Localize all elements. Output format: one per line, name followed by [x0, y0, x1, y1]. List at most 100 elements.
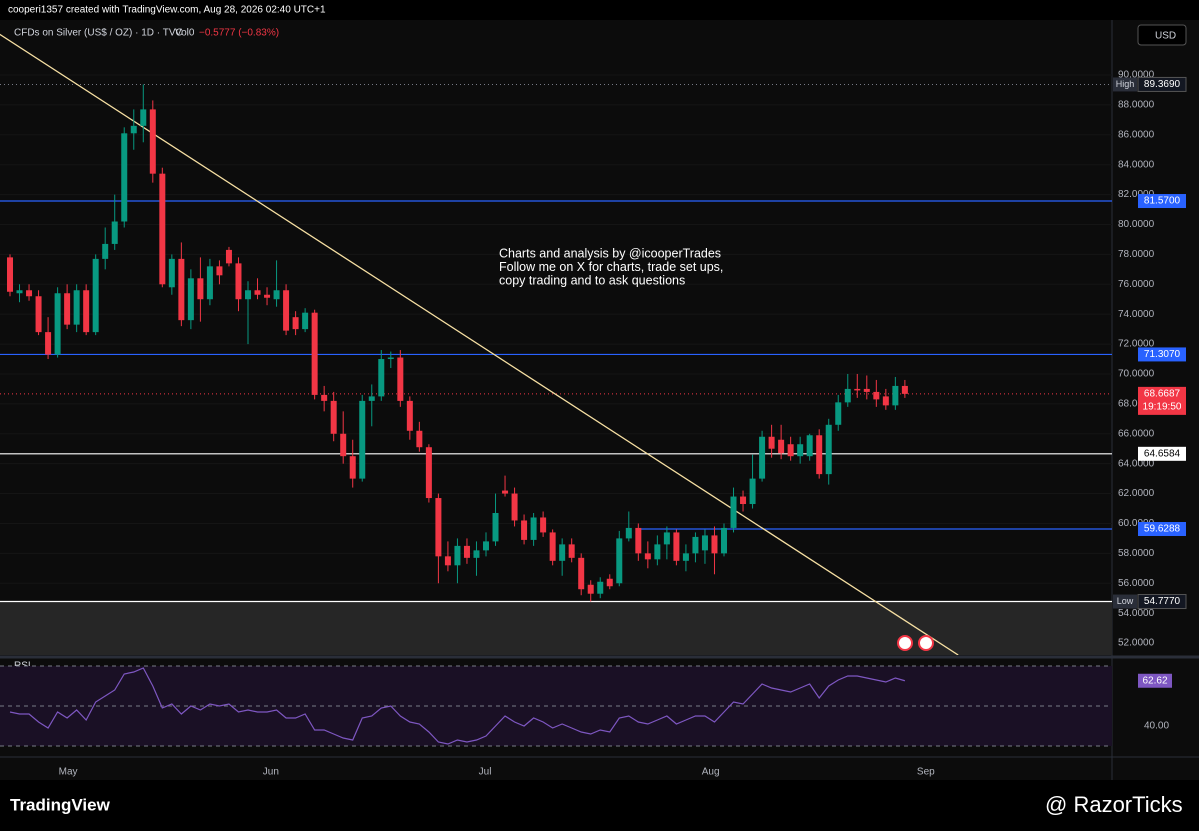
candle-body	[321, 394, 328, 401]
candle-body	[844, 388, 851, 403]
candle-body	[749, 478, 756, 505]
candle-body	[416, 430, 423, 448]
x-tick-label: Aug	[702, 767, 720, 778]
candle-body	[130, 125, 137, 134]
y-tick-label: 56.0000	[1118, 578, 1155, 589]
rsi-value: 62.62	[1142, 675, 1167, 686]
candle-body	[444, 556, 451, 566]
candle-body	[587, 584, 594, 594]
events	[897, 635, 934, 651]
candle-body	[349, 456, 356, 479]
candle-body	[45, 332, 52, 355]
y-tick-label: 86.0000	[1118, 129, 1155, 140]
candle-body	[863, 388, 870, 392]
candle-body	[559, 544, 566, 561]
level-box	[1137, 76, 1187, 92]
candle-body	[692, 536, 699, 554]
rsi-value-box	[1138, 673, 1172, 688]
level-box	[1138, 446, 1186, 461]
y-tick-label: 88.0000	[1118, 100, 1155, 111]
candle-body	[64, 293, 71, 325]
y-tick-label: 74.0000	[1118, 309, 1155, 320]
candle-body	[597, 581, 604, 594]
candle-body	[140, 109, 147, 126]
x-tick-label: Sep	[917, 767, 935, 778]
y-tick-label: 52.0000	[1118, 638, 1155, 649]
candle-body	[330, 400, 337, 434]
currency-box[interactable]	[1137, 24, 1187, 46]
change: −0.5777 (−0.83%)	[199, 28, 279, 39]
volume: Vol0	[175, 28, 195, 39]
level-name: High	[1116, 79, 1135, 89]
candle-body	[397, 357, 404, 401]
x-tick-label: May	[59, 767, 78, 778]
candle-body	[682, 553, 689, 561]
price-pane	[0, 33, 1112, 655]
candle-body	[283, 290, 290, 331]
candle-body	[26, 290, 33, 297]
level-label: 81.5700	[1144, 196, 1181, 207]
y-tick-label: 84.0000	[1118, 159, 1155, 170]
candle-body	[406, 400, 413, 431]
candle-body	[673, 532, 680, 561]
level-label: 71.3070	[1144, 349, 1181, 360]
candle-body	[873, 391, 880, 400]
candle-body	[549, 532, 556, 561]
candle-body	[73, 290, 80, 325]
x-tick-label: Jun	[263, 767, 279, 778]
candle-body	[302, 312, 309, 330]
candle-body	[463, 545, 470, 558]
candle-body	[492, 512, 499, 542]
candle-body	[454, 545, 461, 566]
candle-body	[835, 402, 842, 425]
level-box	[1138, 522, 1186, 537]
candle-body	[816, 435, 823, 475]
level-box	[1138, 386, 1186, 415]
candle-body	[311, 312, 318, 395]
tv-logo: TradingView	[10, 795, 111, 814]
x-tick-label: Jul	[479, 767, 492, 778]
candle-body	[216, 266, 223, 276]
event-icon[interactable]	[918, 635, 934, 651]
candle-body	[540, 517, 547, 533]
candle-body	[149, 109, 156, 174]
candle-body	[768, 436, 775, 449]
candle-body	[7, 257, 13, 292]
candle-body	[901, 385, 908, 394]
candle-body	[206, 266, 213, 300]
candle-body	[273, 290, 280, 300]
candle-body	[502, 490, 509, 494]
level-box	[1138, 194, 1186, 209]
candle-body	[882, 396, 889, 406]
candle-body	[197, 278, 204, 300]
candle-body	[16, 290, 23, 294]
candle-body	[83, 290, 90, 333]
candle-body	[178, 258, 185, 321]
candle-body	[825, 424, 832, 475]
candle-body	[187, 278, 194, 321]
candle-body	[340, 433, 347, 457]
rsi-line	[9, 667, 906, 745]
candle-body	[483, 541, 489, 551]
candle-body	[778, 439, 785, 454]
candle-body	[159, 173, 166, 285]
symbol: CFDs on Silver (US$ / OZ) · 1D · TVC	[14, 28, 183, 39]
candle-body	[721, 527, 727, 554]
level-box	[1138, 347, 1186, 362]
level-label: 64.6584	[1144, 448, 1181, 459]
candle-body	[102, 243, 109, 259]
y-tick-label: 68.0000	[1118, 399, 1155, 410]
credit: cooperi1357 created with TradingView.com…	[8, 5, 326, 16]
event-icon[interactable]	[897, 635, 913, 651]
y-tick-label: 82.0000	[1118, 189, 1155, 200]
candle-body	[235, 263, 242, 300]
candle-body	[530, 517, 537, 540]
level-label: 89.3690	[1144, 79, 1181, 90]
candle-body	[292, 317, 299, 330]
level-label: 68.6687	[1144, 389, 1181, 400]
annotation: Charts and analysis by @icooperTrades	[499, 246, 721, 260]
candle-body	[35, 296, 42, 333]
candle-body	[473, 550, 480, 558]
candle-body	[578, 557, 585, 590]
